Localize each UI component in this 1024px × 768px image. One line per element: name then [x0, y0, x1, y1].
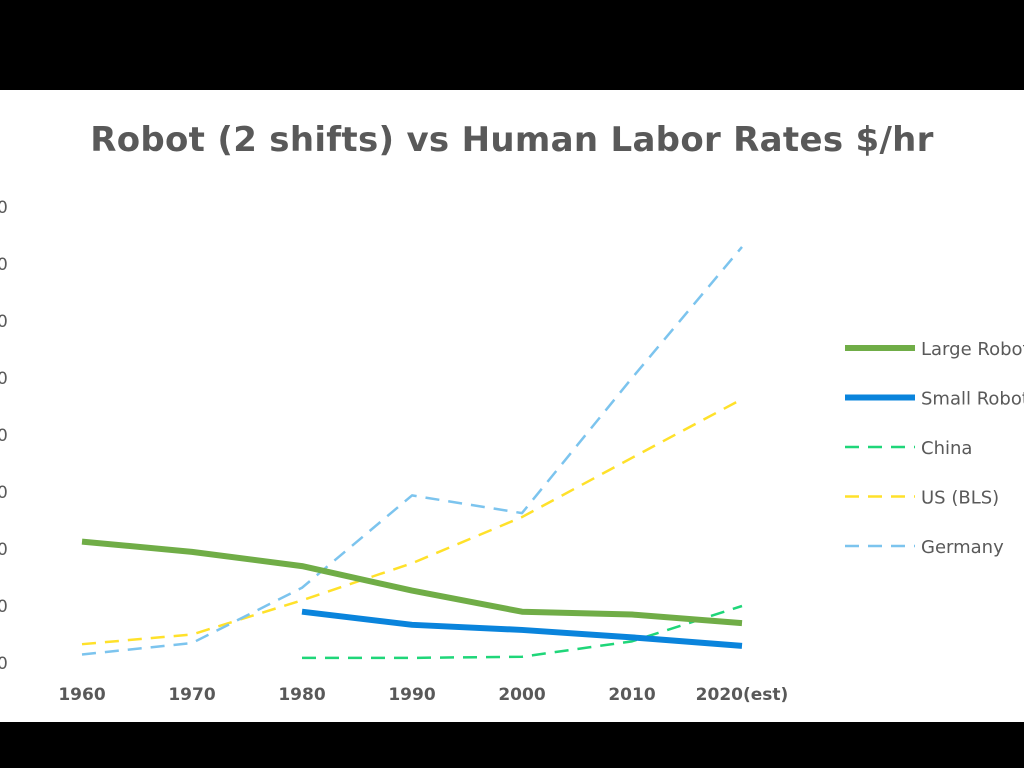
legend-label: US (BLS) — [921, 488, 999, 509]
bottom-letterbox — [0, 722, 1024, 768]
x-tick-label: 2020(est) — [696, 685, 789, 705]
legend-label: Small Robot — [921, 389, 1024, 410]
y-tick-label: 0 — [0, 654, 8, 674]
series-line-germany — [81, 246, 743, 656]
legend-label: Germany — [921, 537, 1004, 558]
y-tick-label: 0 — [0, 597, 8, 617]
y-tick-label: 0 — [0, 312, 8, 332]
y-tick-label: 0 — [0, 198, 8, 218]
y-tick-label: 0 — [0, 255, 8, 275]
series-line-china — [302, 604, 743, 660]
top-letterbox — [0, 0, 1024, 90]
legend-label: Large Robot — [921, 339, 1024, 360]
chart-title: Robot (2 shifts) vs Human Labor Rates $/… — [90, 120, 934, 160]
y-tick-label: 0 — [0, 426, 8, 446]
line-chart: 0 0 0 0 0 0 0 0 0 1960 1970 1980 1990 2000 2010 2020(es… — [0, 198, 1024, 705]
x-tick-label: 1970 — [168, 685, 215, 705]
series-line-us-bls- — [81, 397, 743, 646]
y-tick-label: 0 — [0, 540, 8, 560]
x-tick-label: 1980 — [278, 685, 325, 705]
series-line-small-robot — [301, 608, 743, 649]
y-tick-label: 0 — [0, 483, 8, 503]
y-tick-label: 0 — [0, 369, 8, 389]
x-tick-label: 2010 — [608, 685, 655, 705]
series-line-large-robot — [81, 538, 743, 627]
legend-label: China — [921, 438, 972, 459]
x-tick-label: 2000 — [498, 685, 545, 705]
x-tick-label: 1960 — [58, 685, 105, 705]
x-tick-label: 1990 — [388, 685, 435, 705]
chart-frame: Robot (2 shifts) vs Human Labor Rates $/… — [0, 90, 1024, 722]
